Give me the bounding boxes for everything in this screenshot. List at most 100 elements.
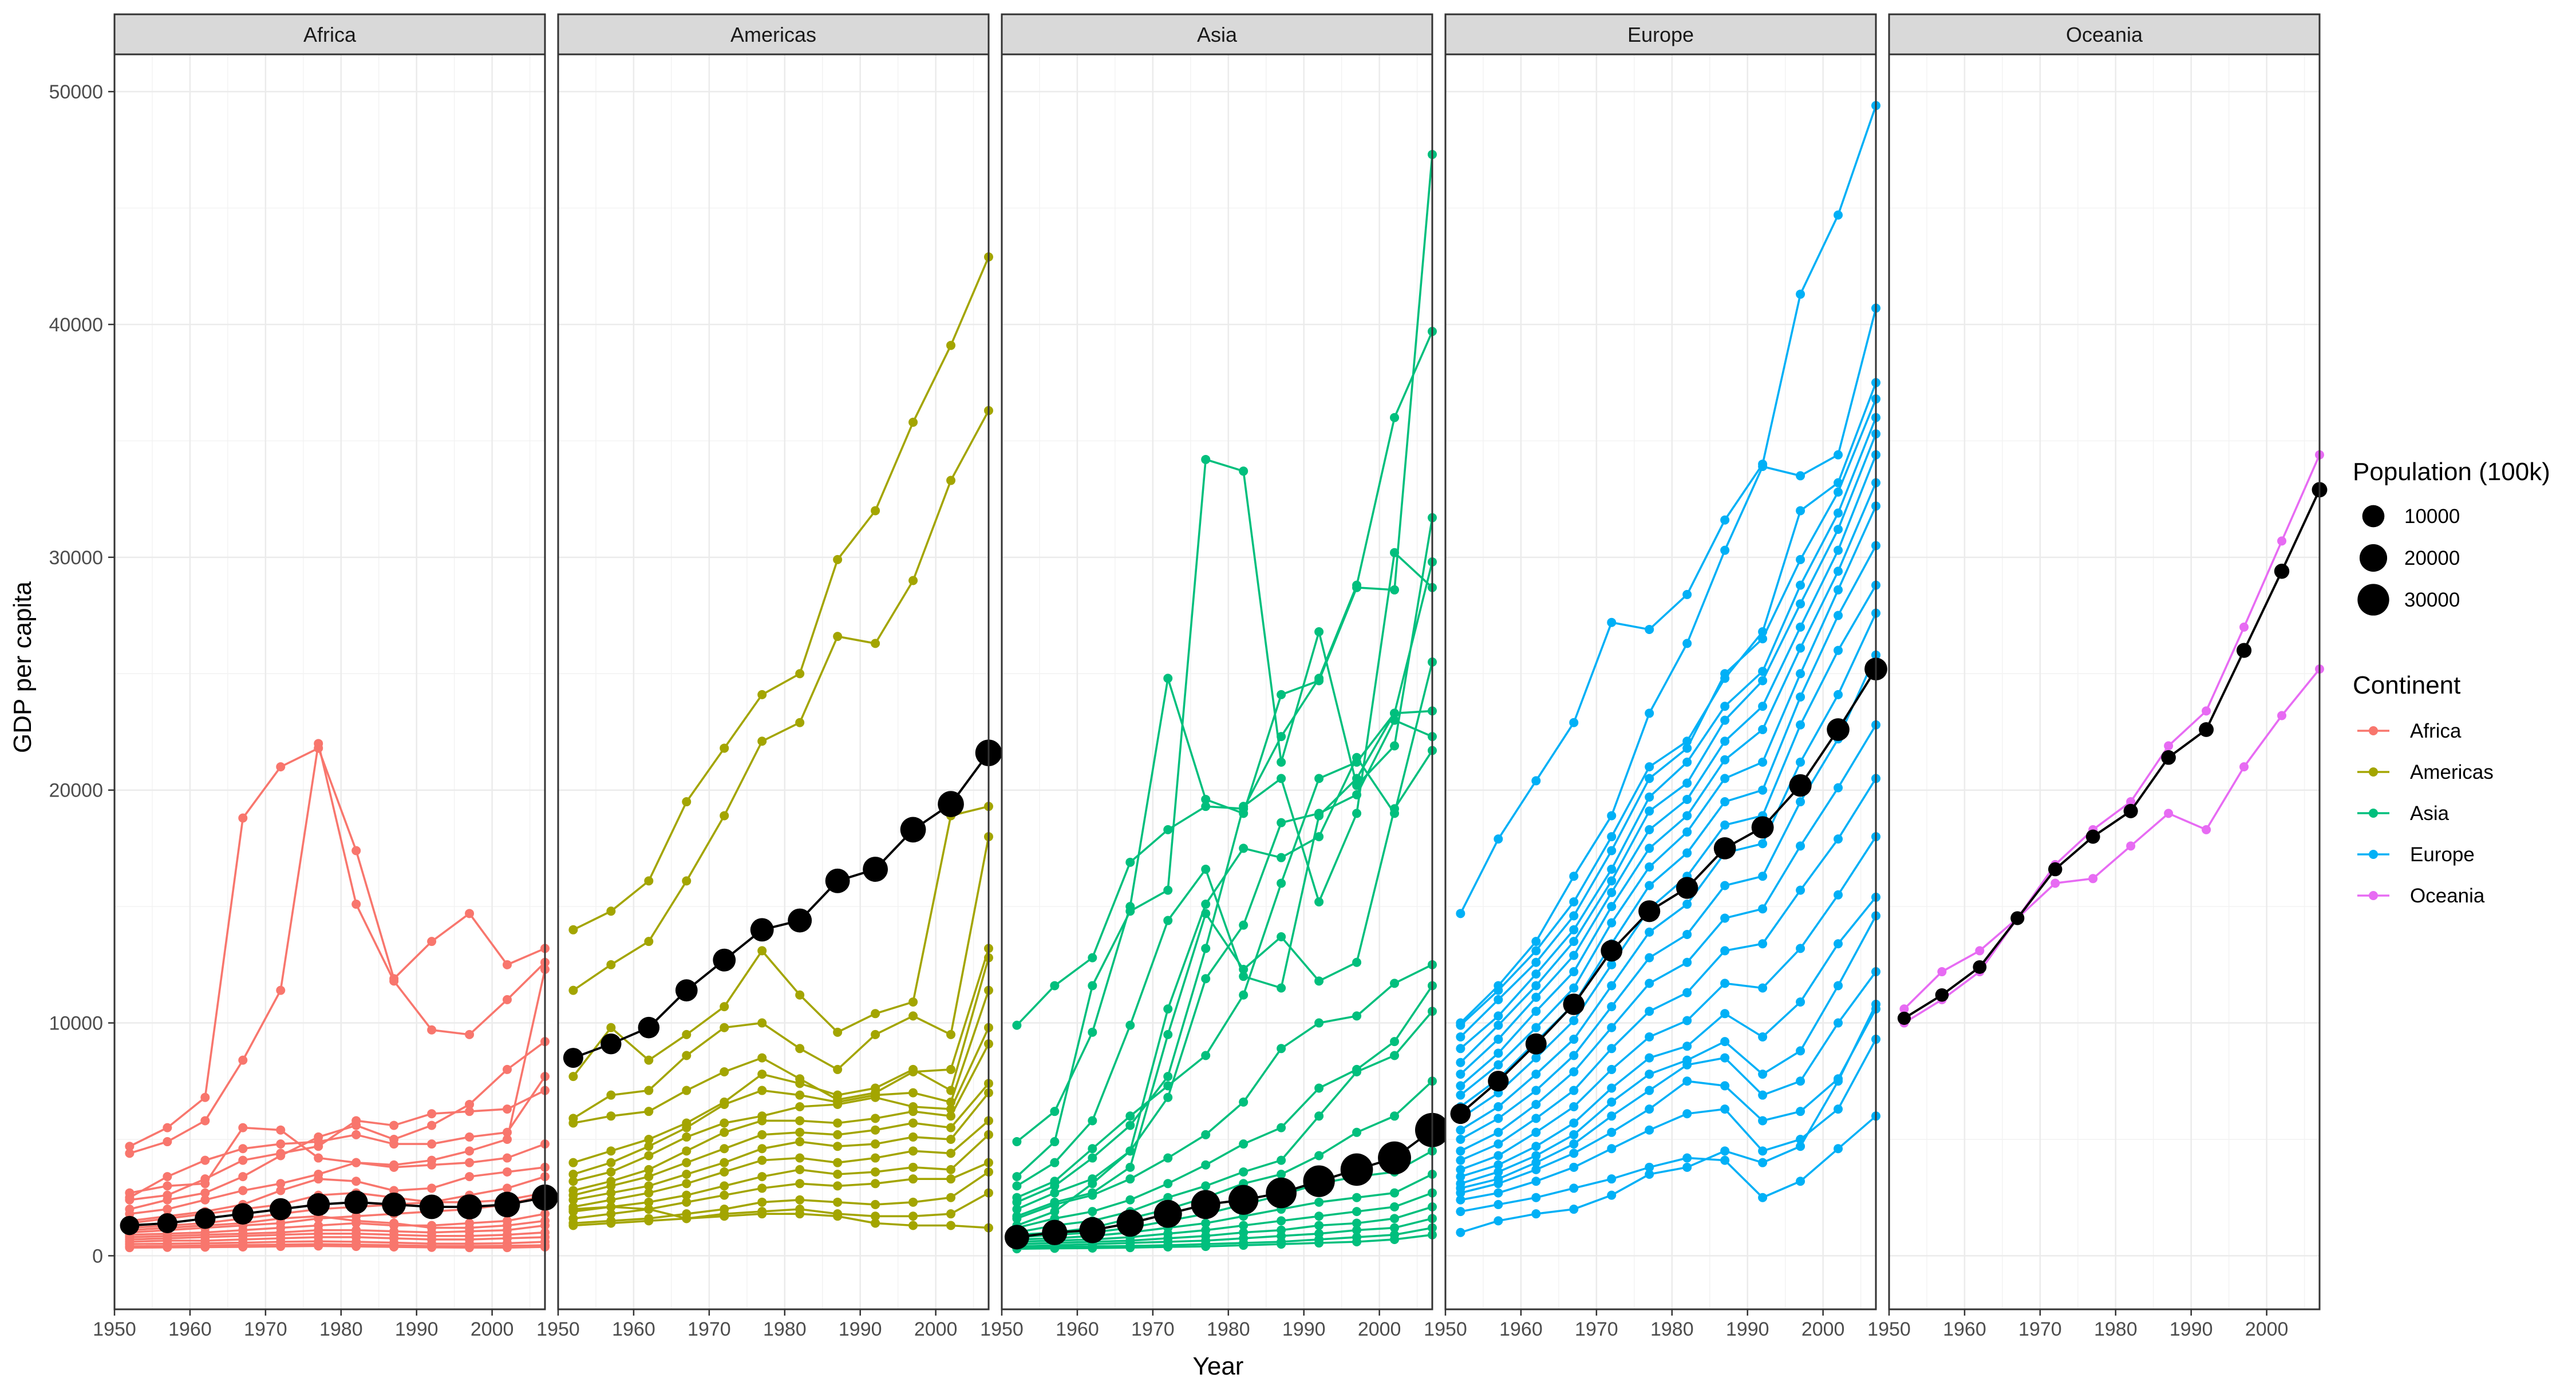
x-tick-label: 1970 [244, 1318, 287, 1340]
data-point-europe [1796, 720, 1805, 730]
series-line-americas [573, 1134, 990, 1213]
data-point-americas [871, 1139, 880, 1149]
data-point-americas [908, 1064, 918, 1074]
data-point-asia [1125, 1195, 1135, 1205]
data-point-americas [682, 1132, 692, 1142]
data-point-asia [1125, 857, 1135, 867]
series-line-americas [572, 957, 990, 1164]
data-point-europe [1720, 1037, 1730, 1047]
data-point-americas [568, 1118, 578, 1128]
series-line-africa [129, 1076, 546, 1199]
data-point-africa [427, 1139, 437, 1149]
data-point-asia [1314, 774, 1324, 783]
data-point-europe [1682, 957, 1692, 967]
data-point-americas [606, 1188, 616, 1198]
data-point-europe [1456, 1227, 1465, 1237]
data-point-europe [1758, 724, 1768, 734]
data-point-americas [568, 1195, 578, 1205]
data-point-europe [1796, 471, 1805, 481]
data-point-europe [1758, 1070, 1768, 1079]
data-point-americas [908, 1221, 918, 1230]
data-point-europe [1682, 811, 1692, 821]
data-point-africa [351, 1120, 361, 1130]
data-point-americas [871, 1029, 880, 1039]
data-point-americas [871, 1083, 880, 1093]
data-point-europe [1796, 997, 1805, 1007]
data-point-europe [1531, 1070, 1541, 1079]
data-point-americas [795, 1179, 805, 1189]
series-line-europe [1460, 1008, 1877, 1194]
data-point-europe [1758, 1090, 1768, 1100]
data-point-americas [568, 985, 578, 995]
mean-point-oceania [2236, 643, 2252, 658]
x-tick-label: 2000 [1358, 1318, 1401, 1340]
data-point-europe [1758, 939, 1768, 949]
data-point-asia [1390, 1214, 1400, 1223]
data-point-americas [757, 1172, 767, 1182]
x-tick-label: 1980 [763, 1318, 807, 1340]
data-point-africa [163, 1123, 172, 1132]
data-point-africa [314, 1174, 323, 1184]
series-line-asia [1017, 1206, 1433, 1245]
data-point-africa [276, 762, 286, 772]
data-point-europe [1531, 1165, 1541, 1174]
data-point-europe [1569, 925, 1579, 934]
data-point-asia [1314, 1151, 1324, 1161]
data-point-africa [200, 1092, 210, 1102]
data-point-asia [1088, 1027, 1097, 1037]
data-point-americas [946, 1149, 956, 1158]
data-point-asia [1012, 1172, 1022, 1182]
data-point-asia [1314, 897, 1324, 906]
x-tick-label: 1950 [536, 1318, 580, 1340]
data-point-europe [1682, 1153, 1692, 1163]
data-point-europe [1758, 839, 1768, 849]
mean-point-oceania [2161, 750, 2176, 765]
facet-strip-label-americas: Americas [730, 23, 816, 46]
data-point-oceania [2126, 797, 2136, 807]
x-tick-label: 1960 [1056, 1318, 1099, 1340]
size-legend-key [2362, 505, 2385, 528]
data-point-europe [1758, 462, 1768, 472]
mean-point-asia [1228, 1185, 1259, 1215]
data-point-asia [1050, 1177, 1060, 1186]
data-point-asia [1012, 1181, 1022, 1191]
data-point-asia [1277, 932, 1286, 942]
data-point-americas [946, 1029, 956, 1039]
series-line-africa [129, 743, 546, 1155]
mean-point-europe [1713, 837, 1736, 860]
mean-point-americas [675, 979, 698, 1001]
data-point-asia [1163, 1072, 1173, 1082]
data-point-americas [682, 1051, 692, 1060]
x-tick-label: 2000 [2245, 1318, 2289, 1340]
data-point-africa [276, 1186, 286, 1195]
data-point-europe [1494, 1060, 1503, 1070]
data-point-africa [465, 1243, 475, 1253]
data-point-africa [427, 1183, 437, 1193]
data-point-asia [1277, 853, 1286, 862]
data-point-asia [1125, 1174, 1135, 1184]
data-point-americas [757, 1209, 767, 1219]
data-point-africa [351, 1216, 361, 1226]
data-point-oceania [1975, 946, 1985, 956]
data-point-asia [1201, 909, 1211, 918]
data-point-asia [1314, 1238, 1324, 1248]
data-point-americas [606, 1158, 616, 1167]
data-point-oceania [2277, 711, 2287, 720]
data-point-europe [1456, 1165, 1465, 1174]
data-point-asia [1277, 1239, 1286, 1249]
x-tick-label: 1960 [1499, 1318, 1543, 1340]
size-legend-key [2359, 544, 2388, 572]
data-point-asia [1352, 1218, 1362, 1228]
series-line-africa [129, 1240, 546, 1245]
data-point-americas [606, 906, 616, 916]
data-point-asia [1125, 1120, 1135, 1130]
data-point-americas [682, 1190, 692, 1200]
data-point-europe [1645, 953, 1654, 963]
data-point-europe [1569, 911, 1579, 921]
series-line-americas [572, 1043, 990, 1192]
data-point-europe [1569, 1149, 1579, 1158]
data-point-europe [1569, 1205, 1579, 1214]
x-tick-label: 1970 [1575, 1318, 1618, 1340]
data-point-asia [1125, 1111, 1135, 1121]
data-point-europe [1569, 1051, 1579, 1060]
